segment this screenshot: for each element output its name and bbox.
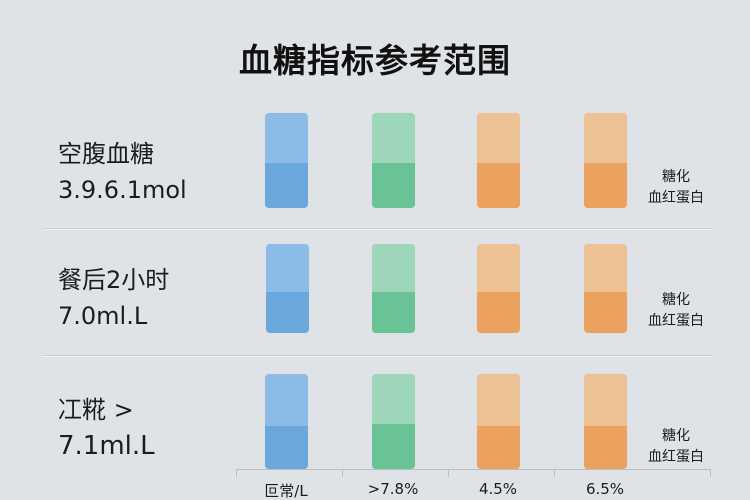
column-label-hba1c-low: 4.5% [478,480,518,498]
row-value: 7.0ml.L [58,302,148,330]
bar-row3-col3 [477,374,520,469]
bar-row2-col4 [584,244,627,333]
column-bracket [342,469,448,477]
row-name: 餐后2小时 [58,266,170,294]
row-label-diabetes: 冮糀 > 7.1ml.L [58,392,155,464]
column-bracket [448,469,554,477]
bar-row1-col1 [265,113,308,208]
row-divider [42,228,712,230]
row-label-fasting: 空腹血糖 3.9.6.1mol [58,136,187,208]
row-name: 冮糀 > [58,396,134,424]
bar-row2-col1 [266,244,309,333]
bar-row1-col4 [584,113,627,208]
side-note-row3: 糖化 血红蛋白 [648,428,704,465]
bar-row2-col2 [372,244,415,333]
side-note-row1: 糖化 血红蛋白 [648,169,704,206]
column-bracket [236,469,342,477]
row-label-postprandial: 餐后2小时 7.0ml.L [58,262,169,334]
side-note-row2: 糖化 血红蛋白 [648,292,704,329]
row-value: 3.9.6.1mol [58,176,187,204]
column-bracket [554,469,711,477]
bar-row1-col2 [372,113,415,208]
bar-row1-col3 [477,113,520,208]
bar-row3-col2 [372,374,415,469]
row-divider [42,355,712,357]
bar-row3-col4 [584,374,627,469]
bar-row3-col1 [265,374,308,469]
row-value: 7.1ml.L [58,431,155,461]
column-label-postprandial: >7.8% [367,480,419,498]
column-label-hba1c-high: 6.5% [585,480,625,498]
page-title: 血糖指标参考范围 [239,41,511,80]
bar-row2-col3 [477,244,520,333]
column-label-normal: 叵常/​L [264,482,308,500]
row-name: 空腹血糖 [58,140,154,168]
